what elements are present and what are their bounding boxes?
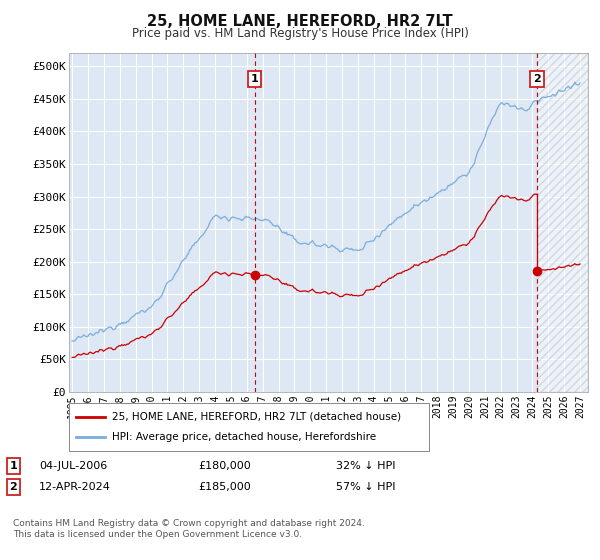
Text: 2: 2 — [10, 482, 17, 492]
Text: Price paid vs. HM Land Registry's House Price Index (HPI): Price paid vs. HM Land Registry's House … — [131, 27, 469, 40]
Text: 04-JUL-2006: 04-JUL-2006 — [39, 461, 107, 471]
Text: Contains HM Land Registry data © Crown copyright and database right 2024.
This d: Contains HM Land Registry data © Crown c… — [13, 520, 365, 539]
Text: 12-APR-2024: 12-APR-2024 — [39, 482, 111, 492]
Text: 32% ↓ HPI: 32% ↓ HPI — [336, 461, 395, 471]
Text: 1: 1 — [10, 461, 17, 471]
Text: HPI: Average price, detached house, Herefordshire: HPI: Average price, detached house, Here… — [112, 432, 376, 442]
Text: 25, HOME LANE, HEREFORD, HR2 7LT (detached house): 25, HOME LANE, HEREFORD, HR2 7LT (detach… — [112, 412, 401, 422]
Text: £180,000: £180,000 — [198, 461, 251, 471]
Text: £185,000: £185,000 — [198, 482, 251, 492]
Text: 57% ↓ HPI: 57% ↓ HPI — [336, 482, 395, 492]
Bar — [537, 53, 588, 392]
Text: 25, HOME LANE, HEREFORD, HR2 7LT: 25, HOME LANE, HEREFORD, HR2 7LT — [147, 14, 453, 29]
Text: 1: 1 — [251, 74, 259, 84]
Text: 2: 2 — [533, 74, 541, 84]
